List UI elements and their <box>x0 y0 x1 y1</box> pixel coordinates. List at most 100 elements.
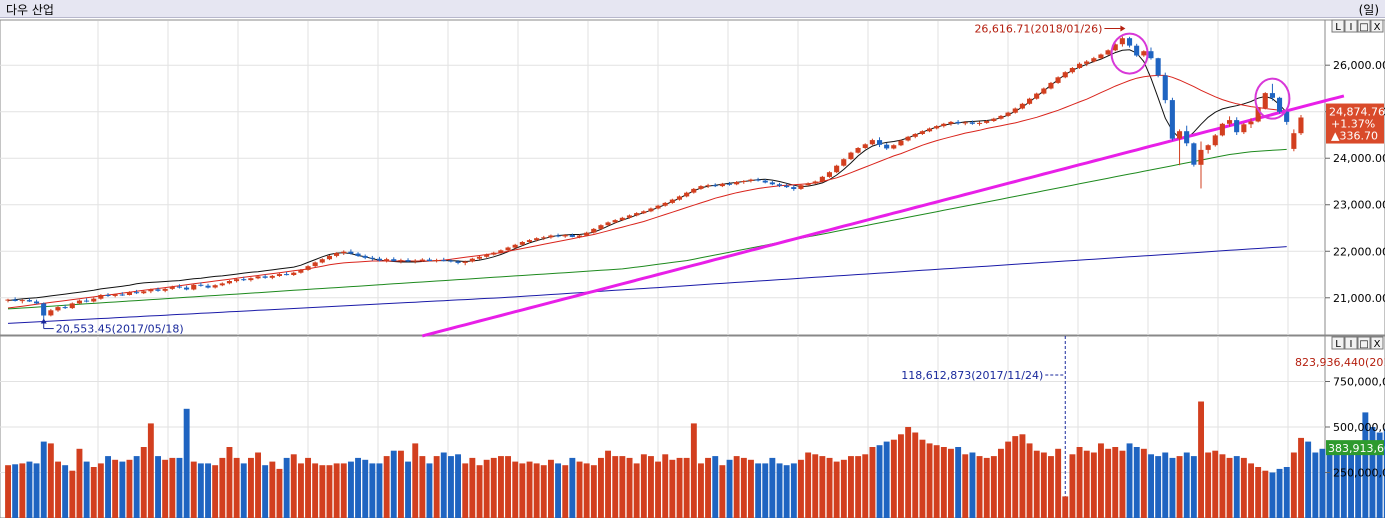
volume-bar <box>240 463 247 518</box>
volume-bar <box>576 461 583 518</box>
candle-body <box>348 251 354 254</box>
candle-body <box>812 181 818 184</box>
candle-body <box>755 179 761 181</box>
volume-bar <box>533 463 540 518</box>
volume-bar <box>1233 456 1240 518</box>
candle-body <box>134 292 140 294</box>
candle-body <box>748 179 754 181</box>
last-price-bg <box>1326 103 1384 144</box>
candle-body <box>619 217 625 221</box>
volume-bar <box>298 463 304 518</box>
volume-bar <box>219 457 226 518</box>
volume-bar <box>369 463 376 518</box>
volume-bar <box>76 448 83 518</box>
volume-bar <box>498 456 504 518</box>
volume-bar <box>705 457 711 518</box>
volume-bar <box>1326 448 1333 518</box>
candle-body <box>1069 68 1075 73</box>
last-price-badge: 24,874.76 +1.37% ▲336.70 <box>1326 103 1385 144</box>
price-panel-button-frame[interactable] <box>1344 19 1358 33</box>
candle-body <box>248 278 254 281</box>
volume-bar <box>805 452 812 518</box>
volume-bar <box>1283 467 1290 518</box>
candle-body <box>369 257 375 259</box>
candle-body <box>934 126 940 129</box>
period-label[interactable]: (일) <box>1358 3 1379 17</box>
candle-body <box>1162 75 1168 101</box>
candle-body <box>948 121 954 124</box>
price-panel-button-frame[interactable] <box>1331 19 1345 33</box>
volume-bar <box>505 456 511 518</box>
volume-bar <box>819 456 826 518</box>
volume-panel-button-frame[interactable] <box>1370 336 1384 350</box>
candle-body <box>669 199 675 203</box>
candle-body <box>819 176 825 182</box>
candle-body <box>284 274 290 276</box>
candle-body <box>512 244 518 248</box>
price-panel-button-frame[interactable] <box>1370 19 1384 33</box>
candle-body <box>219 283 225 286</box>
volume-bar <box>1140 448 1147 518</box>
candle-body <box>791 187 797 189</box>
candle-body <box>762 180 768 183</box>
price-tick-label: 23,000.00 <box>1333 199 1385 212</box>
price-panel-button-frame[interactable] <box>1357 19 1371 33</box>
volume-bar <box>1040 452 1047 518</box>
volume-bar <box>719 465 726 518</box>
chart-area[interactable]: 26,000.0025,000.0024,000.0023,000.0022,0… <box>0 18 1385 518</box>
candle-body <box>1248 121 1254 125</box>
volume-panel-buttons[interactable]: L I □ X <box>1331 336 1384 350</box>
candle-body <box>1012 108 1018 113</box>
volume-bar <box>326 465 333 518</box>
volume-bar <box>1355 448 1362 518</box>
candle-body <box>1077 63 1083 68</box>
volume-bar <box>855 456 862 518</box>
title-bar: 다우 산업 (일) <box>0 0 1385 18</box>
candle-body <box>1205 145 1211 150</box>
candle-body <box>641 211 647 214</box>
volume-bar <box>812 454 819 518</box>
volume-panel-button-frame[interactable] <box>1357 336 1371 350</box>
candle-body <box>598 225 604 229</box>
volume-bar <box>62 465 69 518</box>
volume-bar <box>526 461 533 518</box>
volume-bar <box>740 457 747 518</box>
candle-body <box>226 281 232 284</box>
volume-bars <box>5 401 1385 518</box>
candle-body <box>462 261 468 263</box>
candle-body <box>234 279 240 282</box>
volume-bar <box>305 457 311 518</box>
candle-body <box>519 242 525 245</box>
volume-bar <box>519 463 526 518</box>
volume-bar <box>183 408 190 518</box>
last-volume-bg <box>1326 440 1384 456</box>
last-volume-badge: 383,913,60 <box>1326 440 1385 456</box>
volume-bar <box>112 459 119 518</box>
volume-panel-button-label: □ <box>1359 339 1368 350</box>
candle-body <box>1098 54 1104 59</box>
volume-panel-button-frame[interactable] <box>1331 336 1345 350</box>
price-panel-buttons[interactable]: L I □ X <box>1331 19 1384 33</box>
volume-bar <box>1126 443 1133 518</box>
volume-bar <box>162 459 169 518</box>
candle-body <box>841 159 847 166</box>
volume-bar <box>1369 427 1376 518</box>
volume-panel-button-frame[interactable] <box>1344 336 1358 350</box>
candle-body <box>1005 112 1011 116</box>
volume-bar <box>1176 456 1183 518</box>
candle-body <box>269 275 275 278</box>
candle-body <box>698 186 704 189</box>
candle-body <box>684 192 690 197</box>
volume-bar <box>405 461 411 518</box>
candle-body <box>691 188 697 193</box>
price-tick-label: 22,000.00 <box>1333 245 1385 258</box>
candle-body <box>62 307 68 309</box>
candle-body <box>1062 72 1068 78</box>
candle-body <box>48 310 54 316</box>
candle-body <box>434 260 440 262</box>
candle-body <box>712 185 718 187</box>
volume-bar <box>90 467 97 518</box>
highlight-circle <box>1254 77 1291 120</box>
volume-bar <box>626 457 633 518</box>
volume-bar <box>1226 457 1233 518</box>
